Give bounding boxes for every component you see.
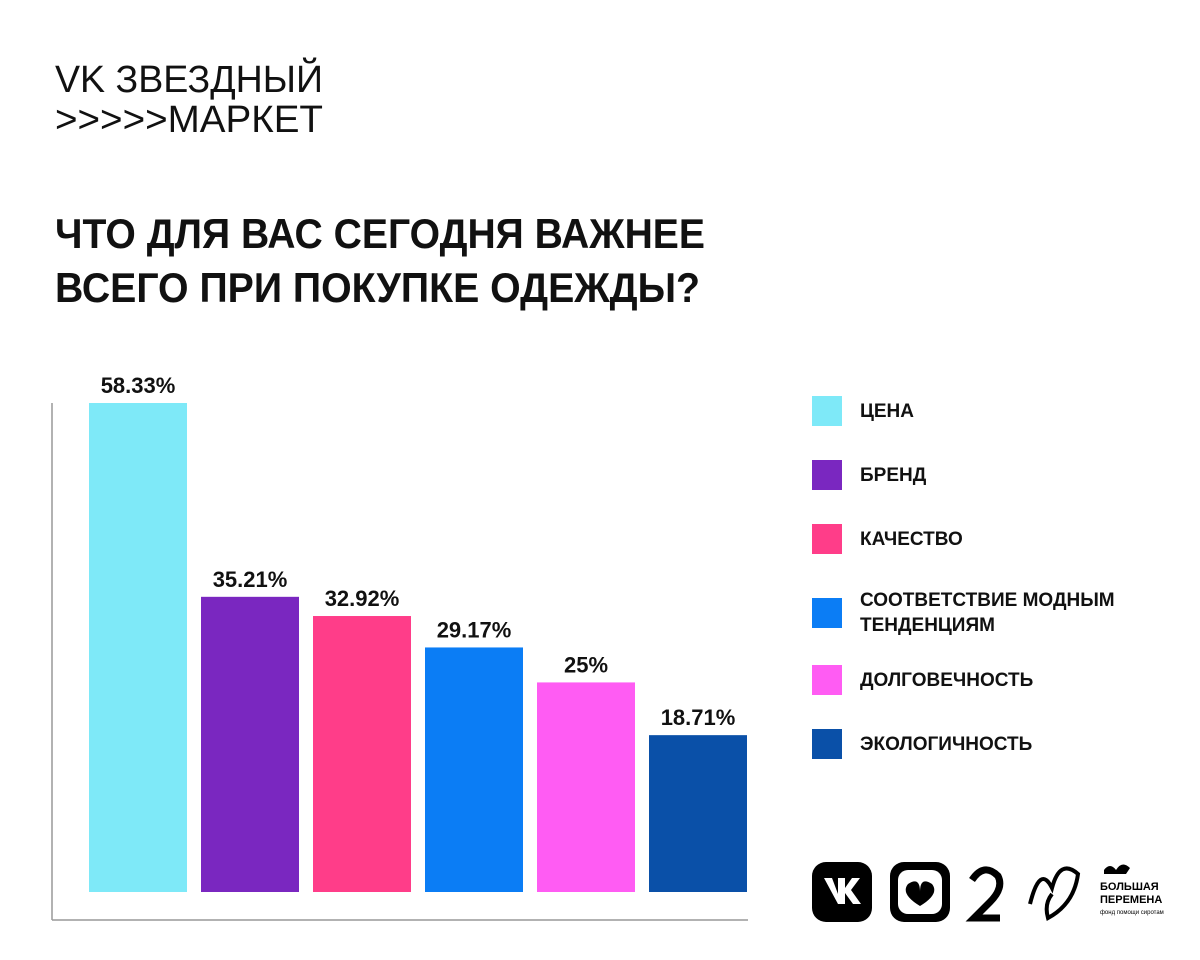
legend-swatch (812, 396, 842, 426)
fund-tagline: фонд помощи сиротам (1100, 910, 1164, 916)
value-label: 18.71% (661, 705, 736, 730)
logos: БОЛЬШАЯ ПЕРЕМЕНА фонд помощи сиротам (812, 862, 1164, 922)
butterfly-logo (1028, 866, 1081, 921)
legend-item: ЦЕНА (812, 396, 1150, 426)
value-label: 29.17% (437, 617, 512, 642)
legend-item: СООТВЕТСТВИЕ МОДНЫМ ТЕНДЕНЦИЯМ (812, 588, 1150, 638)
legend-label: ЭКОЛОГИЧНОСТЬ (860, 733, 1033, 755)
value-label: 35.21% (213, 567, 288, 592)
app-heart (905, 881, 935, 906)
legend-swatch (812, 729, 842, 759)
chart-title: ВСЕГО ПРИ ПОКУПКЕ ОДЕЖДЫ? (55, 264, 700, 311)
legend-label: БРЕНД (860, 464, 927, 486)
value-label: 58.33% (101, 373, 176, 398)
bar (537, 682, 635, 892)
legend-swatch (812, 665, 842, 695)
bars: 58.33% 35.21% 32.92% 29.17% 25% 18.71% (89, 373, 747, 892)
legend-swatch (812, 598, 842, 628)
brand-line: VK ЗВЕЗДНЫЙ (55, 56, 323, 101)
value-label: 32.92% (325, 586, 400, 611)
legend-label: ЦЕНА (860, 400, 914, 422)
vk-glyph (824, 878, 861, 904)
legend-label: КАЧЕСТВО (860, 528, 963, 550)
legend-item: БРЕНД (812, 460, 1150, 490)
legend-swatch (812, 524, 842, 554)
fund-name: ПЕРЕМЕНА (1100, 894, 1162, 906)
bar (89, 403, 187, 892)
legend-item: ЭКОЛОГИЧНОСТЬ (812, 729, 1150, 759)
two-logo (965, 866, 1004, 922)
legend-swatch (812, 460, 842, 490)
bar (201, 596, 299, 892)
legend-label: ДОЛГОВЕЧНОСТЬ (860, 669, 1034, 691)
brand-line: >>>>>МАРКЕТ (55, 99, 323, 141)
legend-label: СООТВЕТСТВИЕ МОДНЫМ ТЕНДЕНЦИЯМ (860, 590, 1115, 636)
birds-logo (1104, 864, 1130, 874)
legend-item: КАЧЕСТВО (812, 524, 1150, 554)
bar (313, 616, 411, 892)
value-label: 25% (564, 652, 608, 677)
fund-name: БОЛЬШАЯ (1100, 881, 1159, 893)
chart-title: ЧТО ДЛЯ ВАС СЕГОДНЯ ВАЖНЕЕ (55, 210, 705, 257)
bar (649, 735, 747, 892)
bar (425, 647, 523, 892)
legend-item: ДОЛГОВЕЧНОСТЬ (812, 665, 1150, 695)
